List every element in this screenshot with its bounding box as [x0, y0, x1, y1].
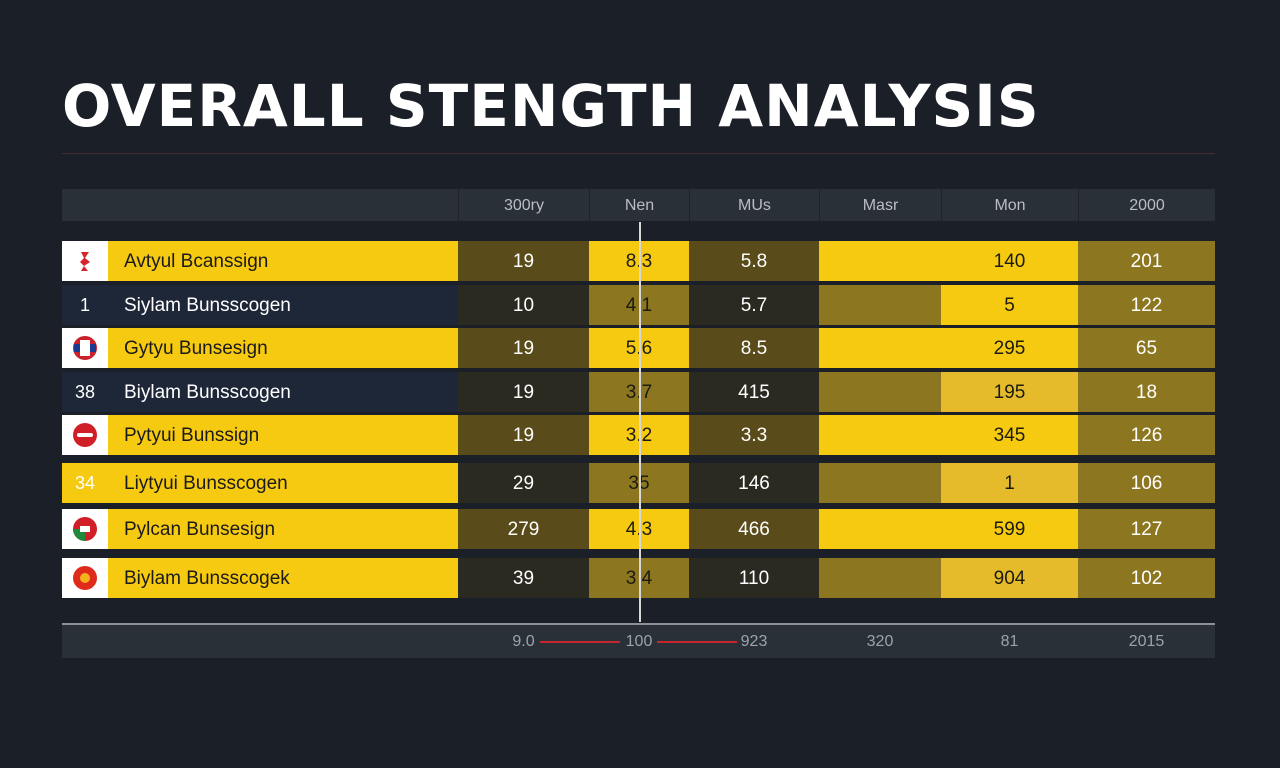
row-name: Avtyul Bcanssign: [124, 251, 269, 272]
table-cell: 904: [941, 558, 1078, 598]
footer-value-3: 923: [740, 633, 768, 650]
table-cell: 19: [458, 241, 589, 281]
table-cell: 8.5: [689, 328, 819, 368]
column-header-6[interactable]: 2000: [1078, 189, 1215, 221]
footer-value-6: 2015: [1128, 633, 1165, 650]
table-cell: [819, 241, 941, 281]
row-name: Pylcan Bunsesign: [124, 519, 276, 540]
table-cell: 201: [1078, 241, 1215, 281]
table-cell: 345: [941, 415, 1078, 455]
table-cell: 5.7: [689, 285, 819, 325]
row-name: Siylam Bunsscogen: [124, 295, 291, 316]
footer-value-5: 81: [1000, 633, 1019, 650]
table-cell: 5: [941, 285, 1078, 325]
footer-red-line: [540, 641, 620, 643]
flag-icon: [62, 509, 108, 549]
score-bar: [62, 558, 469, 598]
score-bar: [62, 509, 483, 549]
table-cell: 19: [458, 372, 589, 412]
table-cell: 110: [689, 558, 819, 598]
footer-red-line: [657, 641, 737, 643]
table-cell: 466: [689, 509, 819, 549]
rank-number: 1: [79, 295, 90, 315]
table-cell: 10: [458, 285, 589, 325]
table-cell: 102: [1078, 558, 1215, 598]
page-title: OVERALL STENGTH ANALYSIS: [62, 72, 1040, 140]
footer-divider: [62, 623, 1215, 625]
table-cell: 3.3: [689, 415, 819, 455]
table-cell: [819, 509, 941, 549]
table-cell: 19: [458, 328, 589, 368]
footer-value-4: 320: [866, 633, 894, 650]
table-cell: 279: [458, 509, 589, 549]
table-cell: 1: [941, 463, 1078, 503]
score-bar: [62, 328, 499, 368]
table-cell: 19: [458, 415, 589, 455]
table-row[interactable]: 1 Siylam Bunsscogen 10 4 1 5.7 5 122: [62, 285, 1215, 325]
title-divider: [62, 153, 1215, 154]
flag-icon: [62, 415, 108, 455]
table-cell: [819, 558, 941, 598]
table-cell: [819, 328, 941, 368]
table-cell: [819, 372, 941, 412]
reference-line: [639, 222, 641, 622]
table-cell: 106: [1078, 463, 1215, 503]
table-cell: [819, 285, 941, 325]
score-bar: [62, 415, 499, 455]
table-cell: 140: [941, 241, 1078, 281]
table-cell: 146: [689, 463, 819, 503]
row-name: Biylam Bunsscogen: [124, 382, 291, 403]
table-cell: 126: [1078, 415, 1215, 455]
column-header-1[interactable]: 300ry: [458, 189, 589, 221]
row-name: Liytyui Bunsscogen: [124, 473, 288, 494]
row-name: Gytyu Bunsesign: [124, 338, 268, 359]
column-header-2[interactable]: Nen: [589, 189, 689, 221]
score-bar: [62, 285, 458, 325]
table-cell: 127: [1078, 509, 1215, 549]
footer-value-1: 9.0: [512, 633, 535, 650]
rank-number: 38: [74, 382, 96, 402]
table-cell: 18: [1078, 372, 1215, 412]
flag-icon: [62, 558, 108, 598]
table-cell: [819, 463, 941, 503]
score-bar: [62, 463, 469, 503]
table-cell: 5.8: [689, 241, 819, 281]
table-cell: 599: [941, 509, 1078, 549]
score-bar: [62, 241, 465, 281]
table-footer: 9.0 100 923 320 81 2015: [62, 625, 1215, 658]
footer-value-2: 100: [625, 633, 653, 650]
column-header-4[interactable]: Masr: [819, 189, 941, 221]
table-header: 300ry Nen MUs Masr Mon 2000: [62, 189, 1215, 221]
column-header-3[interactable]: MUs: [689, 189, 819, 221]
table-cell: 195: [941, 372, 1078, 412]
table-cell: 29: [458, 463, 589, 503]
rank-number: 34: [74, 473, 96, 493]
row-name: Pytyui Bunssign: [124, 425, 260, 446]
table-cell: 39: [458, 558, 589, 598]
row-name: Biylam Bunsscogek: [124, 568, 290, 589]
flag-icon: [62, 328, 108, 368]
table-cell: 295: [941, 328, 1078, 368]
column-header-5[interactable]: Mon: [941, 189, 1078, 221]
table-cell: [819, 415, 941, 455]
table-cell: 122: [1078, 285, 1215, 325]
table-cell: 65: [1078, 328, 1215, 368]
table-cell: 415: [689, 372, 819, 412]
flag-icon: [62, 241, 108, 281]
score-bar: [62, 372, 458, 412]
